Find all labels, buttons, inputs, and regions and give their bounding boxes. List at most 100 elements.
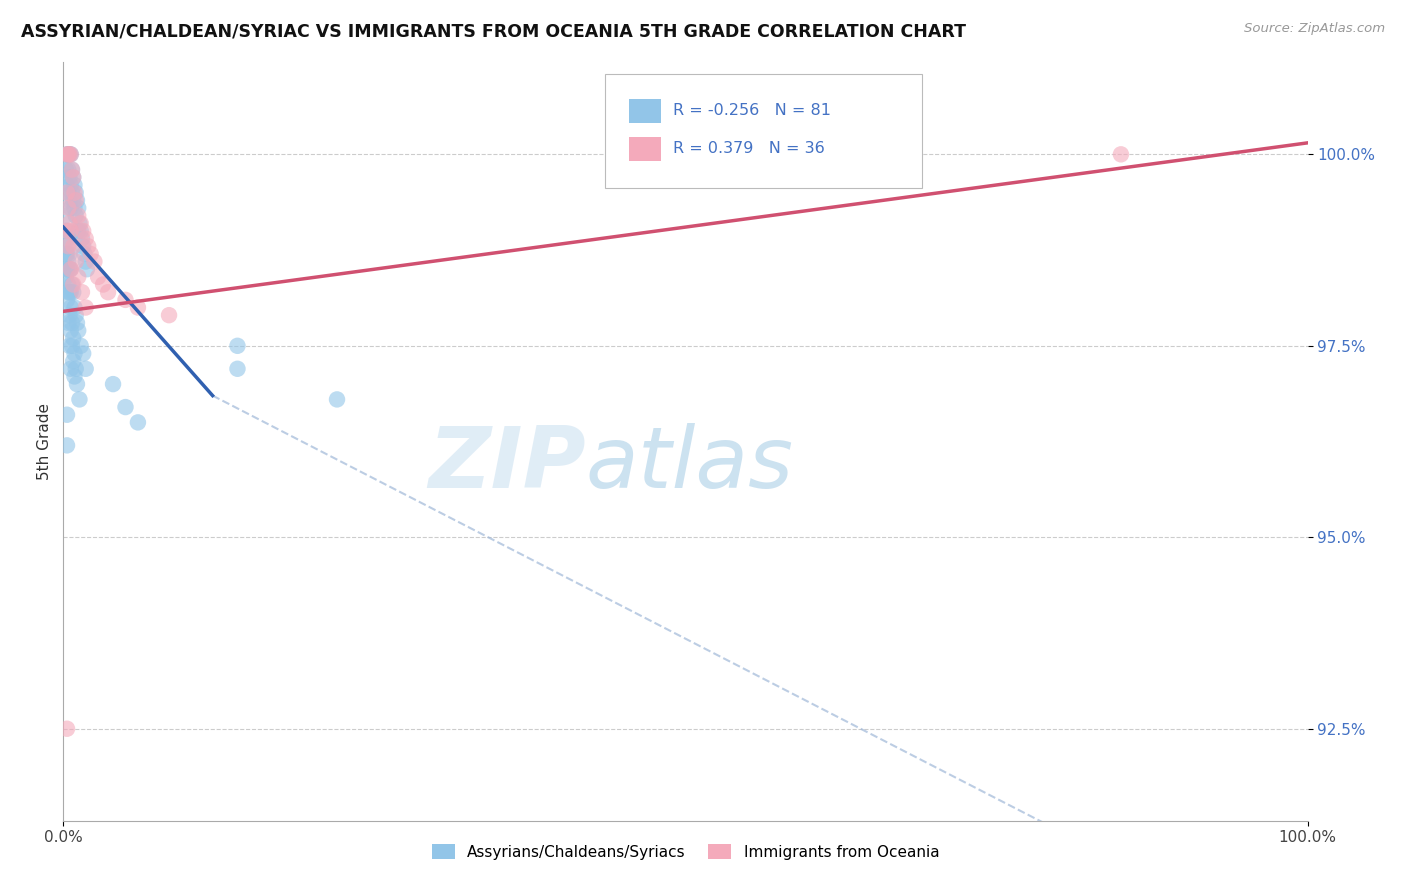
Point [114,400,136,414]
Text: R = 0.379   N = 36: R = 0.379 N = 36 [673,141,825,155]
FancyBboxPatch shape [630,99,661,123]
Point [58,186,80,200]
Point [69,216,91,230]
Point [65,186,87,200]
Point [58,231,80,245]
Point [59,285,82,300]
Point [62,331,84,345]
Point [72,224,94,238]
Point [56,247,79,261]
Point [58,201,80,215]
Point [58,247,80,261]
Point [56,722,79,736]
Point [59,147,82,161]
Point [65,308,87,322]
Point [58,216,80,230]
Point [67,269,90,284]
Point [58,262,80,277]
Point [60,316,83,330]
Point [59,201,82,215]
Point [55,209,77,223]
Point [58,147,80,161]
Point [59,301,82,315]
Point [56,147,79,161]
Point [58,308,80,322]
Point [91,277,114,292]
Point [59,361,82,376]
Point [63,346,86,360]
Point [127,301,149,315]
Point [76,262,98,277]
Point [56,178,79,192]
Point [75,361,97,376]
Point [58,339,80,353]
Point [97,285,120,300]
Point [67,224,90,238]
Point [59,262,82,277]
Point [59,324,82,338]
Point [72,239,94,253]
Text: ASSYRIAN/CHALDEAN/SYRIAC VS IMMIGRANTS FROM OCEANIA 5TH GRADE CORRELATION CHART: ASSYRIAN/CHALDEAN/SYRIAC VS IMMIGRANTS F… [21,22,966,40]
Point [101,377,124,392]
Point [58,316,80,330]
Point [62,239,84,253]
Point [55,162,77,177]
Point [56,186,79,200]
Point [63,178,86,192]
Point [62,285,84,300]
Point [157,308,180,322]
Point [114,293,136,307]
Legend: Assyrians/Chaldeans/Syriacs, Immigrants from Oceania: Assyrians/Chaldeans/Syriacs, Immigrants … [426,838,945,866]
Point [55,269,77,284]
Point [63,201,86,215]
Point [72,346,94,360]
Point [63,369,86,384]
Point [56,239,79,253]
Point [226,361,249,376]
Point [60,277,83,292]
Point [63,301,86,315]
Point [60,339,83,353]
Point [56,262,79,277]
Point [58,285,80,300]
Point [75,231,97,245]
Point [87,269,110,284]
Point [69,216,91,230]
Text: atlas: atlas [586,423,794,506]
Point [70,285,93,300]
Point [56,147,79,161]
Point [55,224,77,238]
Point [56,224,79,238]
Point [226,339,249,353]
Point [58,147,80,161]
Text: R = -0.256   N = 81: R = -0.256 N = 81 [673,103,831,118]
Point [79,247,101,261]
Point [77,239,100,253]
Point [63,186,86,200]
Point [59,224,82,238]
Point [127,416,149,430]
Y-axis label: 5th Grade: 5th Grade [37,403,52,480]
Point [65,194,87,208]
Point [60,162,83,177]
Point [58,194,80,208]
Point [65,254,87,268]
Point [66,316,89,330]
Point [56,408,79,422]
Point [65,209,87,223]
Point [59,262,82,277]
Point [60,162,83,177]
Point [75,254,97,268]
Point [326,392,349,407]
Point [83,254,105,268]
Point [1109,147,1132,161]
Point [67,201,90,215]
Point [56,262,79,277]
Point [55,247,77,261]
Point [60,186,83,200]
FancyBboxPatch shape [630,136,661,161]
Point [67,209,90,223]
Point [65,361,87,376]
Text: Source: ZipAtlas.com: Source: ZipAtlas.com [1244,22,1385,36]
Point [62,170,84,185]
